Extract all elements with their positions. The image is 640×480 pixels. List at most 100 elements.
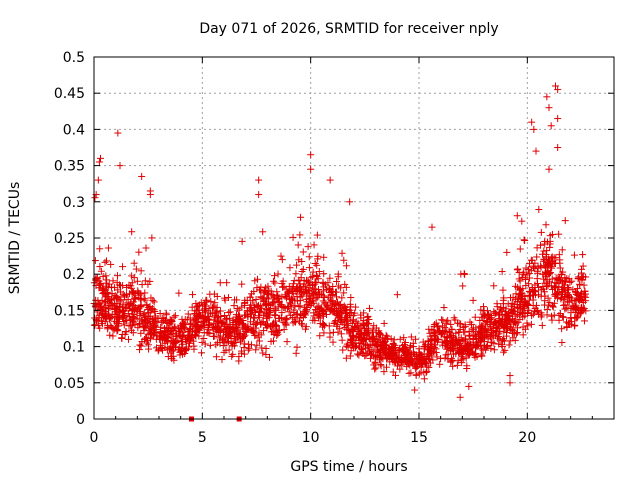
data-point (219, 342, 227, 350)
data-point (294, 241, 302, 249)
data-point (525, 280, 533, 288)
data-point (96, 281, 104, 289)
data-point (407, 333, 415, 341)
data-point (272, 322, 280, 330)
data-point (364, 324, 372, 332)
data-point (391, 341, 399, 349)
data-point (564, 297, 572, 305)
data-point (401, 356, 409, 364)
data-point (335, 312, 343, 320)
data-point (252, 320, 260, 328)
data-point (480, 338, 488, 346)
data-point (306, 284, 314, 292)
data-point (383, 333, 391, 341)
data-point (377, 330, 385, 338)
data-point (286, 264, 294, 272)
data-point (104, 322, 112, 330)
data-point (508, 329, 516, 337)
data-point (416, 351, 424, 359)
data-point (532, 147, 540, 155)
data-point (251, 309, 259, 317)
data-point (91, 314, 99, 322)
data-point (153, 344, 161, 352)
data-point (93, 276, 101, 284)
x-axis-label: GPS time / hours (290, 459, 407, 475)
data-point (180, 323, 188, 331)
data-point (280, 326, 288, 334)
data-point (319, 287, 327, 295)
data-point (273, 291, 281, 299)
data-point (238, 237, 246, 245)
data-point (313, 272, 321, 280)
data-point (389, 345, 397, 353)
data-point (326, 176, 334, 184)
data-point (259, 294, 267, 302)
data-point (352, 303, 360, 311)
data-point (581, 287, 589, 295)
data-point (357, 345, 365, 353)
data-point (558, 246, 566, 254)
data-point (500, 327, 508, 335)
data-point (577, 269, 585, 277)
data-point (216, 325, 224, 333)
data-point (482, 343, 490, 351)
data-point (495, 308, 503, 316)
data-point (571, 314, 579, 322)
data-point (108, 283, 116, 291)
data-point (200, 329, 208, 337)
data-point (518, 217, 526, 225)
data-point (126, 301, 134, 309)
data-point (149, 296, 157, 304)
data-point (527, 267, 535, 275)
data-point (580, 317, 588, 325)
data-point (201, 340, 209, 348)
x-tick-label: 15 (410, 430, 428, 446)
data-point (107, 260, 115, 268)
data-point (546, 257, 554, 265)
data-point (94, 176, 102, 184)
data-point (136, 312, 144, 320)
data-point (198, 349, 206, 357)
data-point (375, 348, 383, 356)
data-point (362, 351, 370, 359)
data-point (100, 303, 108, 311)
data-point (452, 350, 460, 358)
data-point (526, 274, 534, 282)
data-points (90, 82, 590, 422)
data-point (579, 251, 587, 259)
data-point (160, 329, 168, 337)
data-point (353, 328, 361, 336)
data-point (329, 300, 337, 308)
data-point (528, 256, 536, 264)
data-point (169, 326, 177, 334)
data-point (534, 269, 542, 277)
data-point (342, 283, 350, 291)
data-point (290, 290, 298, 298)
data-point (540, 285, 548, 293)
y-tick-label: 0.25 (54, 231, 85, 247)
data-point (552, 82, 559, 90)
data-point (293, 284, 301, 292)
data-point (342, 342, 350, 350)
data-point (411, 386, 419, 394)
data-point (129, 288, 137, 296)
data-point (170, 356, 178, 364)
data-point (238, 280, 246, 288)
data-point (298, 312, 306, 320)
data-point (338, 336, 346, 344)
data-point (305, 264, 313, 272)
data-point (210, 290, 218, 298)
data-point (95, 158, 103, 166)
data-point (198, 338, 206, 346)
data-point (175, 327, 183, 335)
data-point (240, 350, 248, 358)
data-point (558, 325, 566, 333)
data-point (137, 302, 145, 310)
grid-lines (94, 57, 614, 419)
data-point (457, 320, 465, 328)
data-point (137, 342, 145, 350)
data-point (262, 351, 270, 359)
data-point (310, 299, 318, 307)
data-point (150, 330, 158, 338)
data-point (145, 320, 153, 328)
